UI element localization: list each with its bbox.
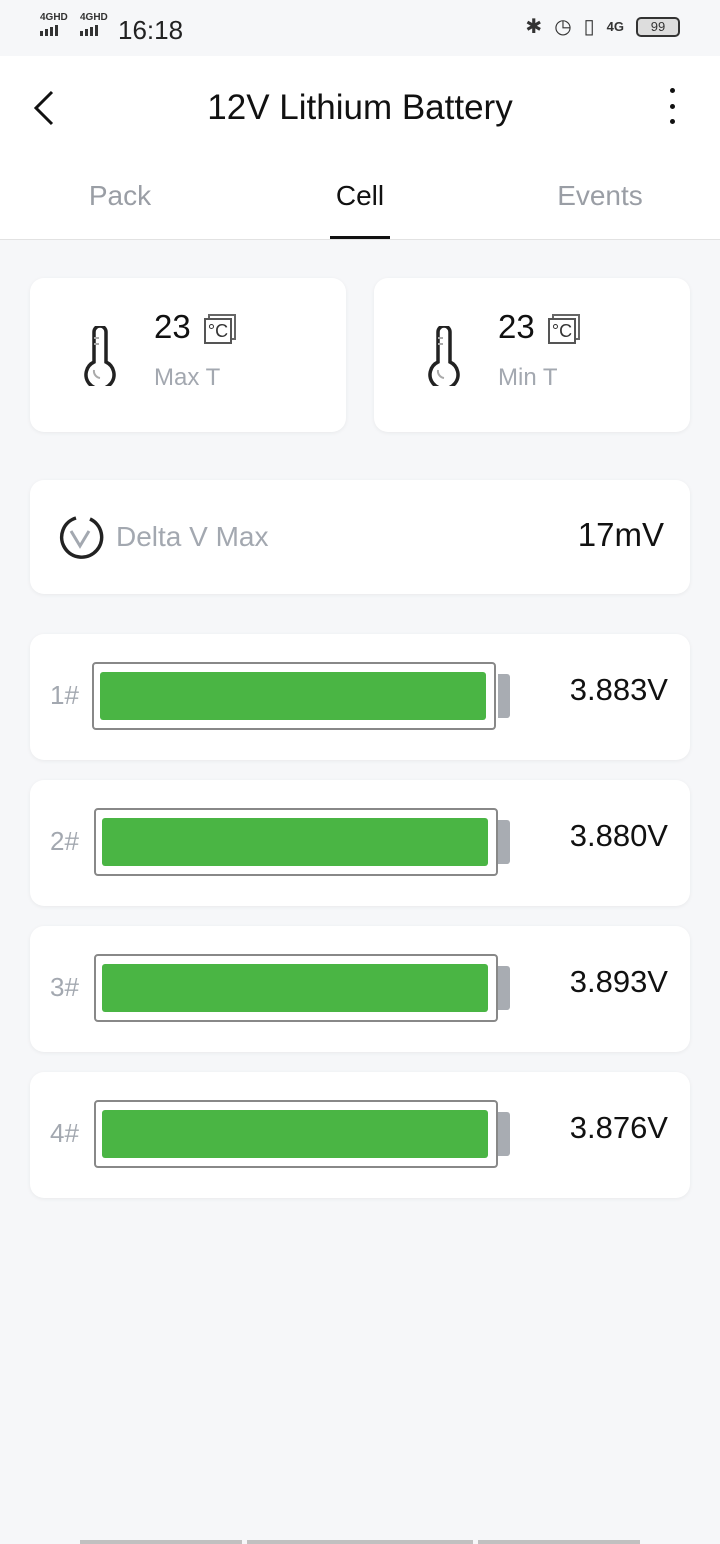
page-title: 12V Lithium Battery [207,88,513,127]
active-tab-indicator [330,236,390,239]
battery-icon: 99 [636,16,680,37]
max-temp-value: 23 [154,308,191,345]
cell-label: 2# [50,826,79,856]
network-label: 4G [606,19,624,34]
delta-v-icon [59,516,104,559]
cell-battery-tip [498,1112,510,1156]
clock: 16:18 [118,15,184,45]
delta-v-label: Delta V Max [116,521,269,552]
alarm-icon: ◷ [554,16,572,38]
bluetooth-icon: ✱ [525,16,543,38]
signal-icon: 4GHD [80,12,108,36]
cell-row: 2# 3.880V [30,780,690,906]
cell-label: 4# [50,1118,79,1148]
cell-battery-tip [498,820,510,864]
celsius-icon: °C [204,314,236,344]
delta-v-value: 17mV [577,516,664,553]
cell-fill [102,1110,488,1158]
cell-voltage: 3.883V [569,672,668,707]
cell-fill [100,672,486,720]
cell-fill [102,818,488,866]
cell-battery-bar [92,662,496,730]
thermometer-icon [428,326,460,386]
cell-fill [102,964,488,1012]
tab-pack[interactable]: Pack [88,180,152,211]
cell-battery-bar [94,1100,498,1168]
cell-label: 1# [50,680,79,710]
tab-events[interactable]: Events [557,180,643,211]
thermometer-icon [84,326,116,386]
more-menu-icon[interactable] [662,86,682,126]
celsius-icon: °C [548,314,580,344]
vibrate-icon: ▯ [583,16,595,38]
back-icon[interactable] [30,88,60,128]
cell-battery-bar [94,808,498,876]
sim1-label: 4GHD [40,12,68,23]
sim2-label: 4GHD [80,12,108,23]
cell-voltage: 3.893V [569,964,668,999]
max-temp-card: 23 °C Max T [30,278,346,432]
min-temp-card: 23 °C Min T [374,278,690,432]
signal-icon: 4GHD [40,12,68,36]
cell-voltage: 3.880V [569,818,668,853]
min-temp-label: Min T [498,364,558,391]
cell-row: 3# 3.893V [30,926,690,1052]
max-temp-label: Max T [154,364,221,391]
tab-cell[interactable]: Cell [335,180,385,211]
status-bar: 4GHD 4GHD 16:18 ✱ ◷ ▯ 4G 99 [0,0,720,56]
cell-voltage: 3.876V [569,1110,668,1145]
min-temp-value: 23 [498,308,535,345]
cell-battery-tip [498,674,510,718]
cell-label: 3# [50,972,79,1002]
cell-battery-bar [94,954,498,1022]
cell-row: 4# 3.876V [30,1072,690,1198]
delta-v-card: Delta V Max 17mV [30,480,690,594]
cell-battery-tip [498,966,510,1010]
app-header: 12V Lithium Battery Pack Cell Events [0,56,720,240]
cell-row: 1# 3.883V [30,634,690,760]
